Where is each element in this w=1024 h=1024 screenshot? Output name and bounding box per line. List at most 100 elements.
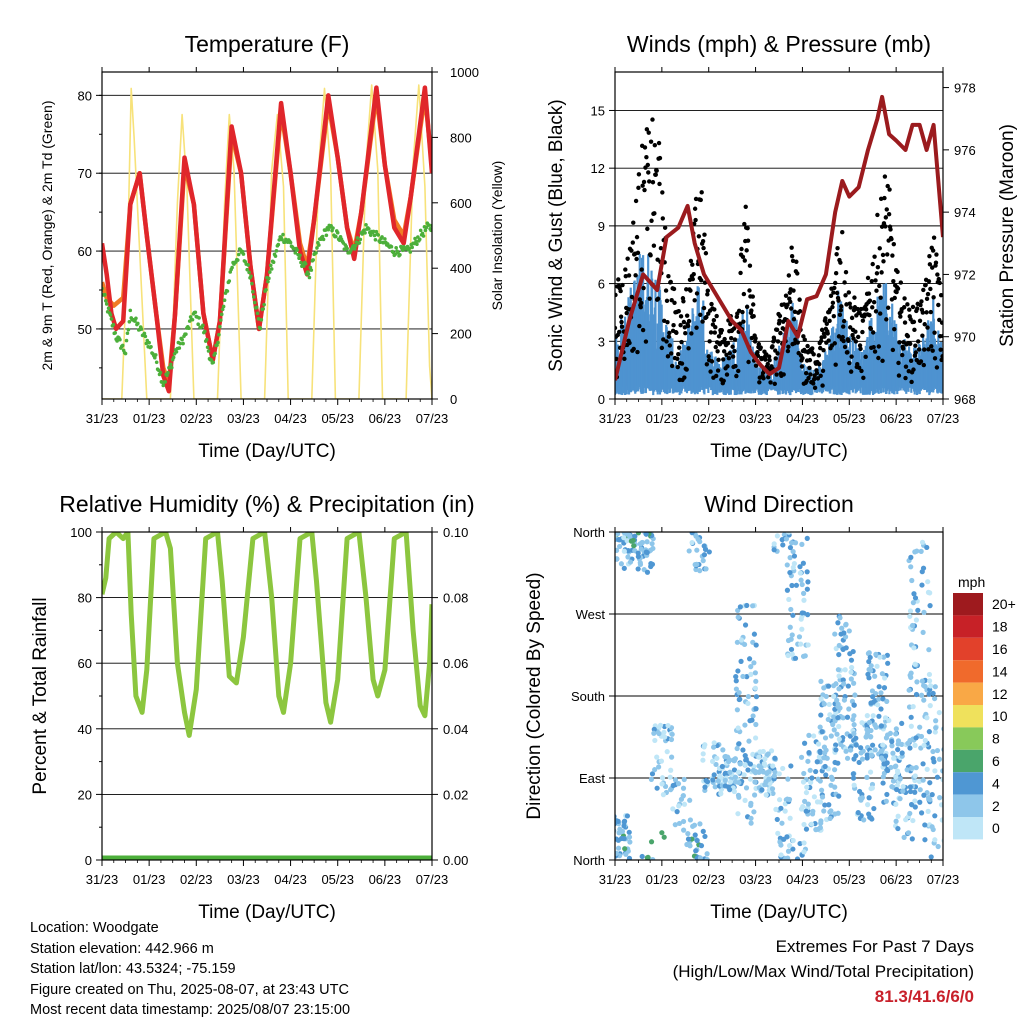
direction-point [658,758,665,764]
direction-point [784,587,791,593]
gust-point [890,253,895,258]
direction-point [821,701,827,707]
x-tick-label: 03/23 [227,411,260,426]
dewpoint-marker [273,254,278,258]
direction-point [917,724,923,730]
dewpoint-marker [184,332,188,336]
direction-point [621,535,627,541]
direction-point [744,602,750,609]
dewpoint-marker [241,252,246,256]
direction-point [918,733,925,740]
direction-point [652,737,658,744]
direction-point [644,569,651,575]
gust-point [925,325,930,330]
gust-point [732,348,737,354]
gust-point [623,273,628,279]
direction-point [735,668,741,674]
dewpoint-marker [142,331,147,336]
dewpoint-marker [171,355,176,360]
dewpoint-marker [380,235,384,239]
direction-point [864,713,870,719]
gust-point [936,302,941,308]
dewpoint-marker [427,223,431,227]
gust-point [924,296,930,302]
direction-point [910,817,916,824]
gust-point [669,351,674,356]
dewpoint-marker [360,232,365,236]
legend-label: 20+ [992,596,1016,612]
direction-point [822,750,828,756]
direction-point [660,792,667,798]
extremes-box: Extremes For Past 7 Days (High/Low/Max W… [673,934,974,1009]
dewpoint-marker [303,261,308,266]
direction-point [922,822,928,828]
gust-point [620,282,625,288]
direction-point [883,753,889,759]
plot-border [101,531,433,861]
direction-point [750,713,756,719]
x-tick-label: 04/23 [274,411,307,426]
direction-point [703,566,709,572]
direction-point [929,792,935,798]
dewpoint-marker [106,306,111,311]
gust-point [652,211,657,216]
gust-point [857,343,863,348]
gust-point [761,376,766,381]
gust-point [734,373,739,379]
gust-point [678,314,684,319]
direction-point [878,690,884,696]
gust-point [938,347,943,352]
dewpoint-marker [314,251,318,255]
gust-point [895,269,900,275]
direction-point [833,742,839,748]
dewpoint-marker [206,349,211,353]
direction-point [742,622,749,628]
extremes-values: 81.3/41.6/6/0 [874,987,974,1006]
direction-point [722,771,728,777]
gust-point [794,259,799,264]
gust-point [627,340,632,346]
legend-label: 4 [992,775,1000,791]
gust-point [742,258,747,263]
direction-point [748,815,754,821]
gust-point [931,235,937,240]
gust-point [749,308,754,313]
gust-point [797,297,802,302]
direction-point [908,564,914,570]
gust-point [709,301,714,307]
y2-tick-label: 970 [954,330,976,345]
direction-point [913,691,920,698]
gust-point [927,262,933,267]
direction-point [768,748,775,754]
gust-point [766,354,772,359]
dewpoint-marker [220,307,225,312]
dewpoint-marker [345,246,349,251]
dewpoint-marker [111,322,116,327]
gust-point [640,183,645,188]
direction-point [941,747,943,753]
gust-point [660,190,665,195]
gust-point [885,252,890,257]
dewpoint-marker [321,237,326,242]
gust-point [774,327,780,333]
direction-point [864,731,870,738]
direction-point [789,651,795,657]
direction-point [822,735,829,741]
gust-point [702,232,707,237]
direction-point [907,788,914,795]
direction-point [869,742,876,748]
direction-point [869,688,876,694]
direction-point [801,821,807,828]
direction-point [744,674,750,680]
solar-insolation-line [102,84,432,399]
direction-point [791,553,798,559]
dewpoint-marker [136,321,140,326]
gust-point [932,330,937,335]
direction-point [687,797,693,803]
dewpoint-marker [127,320,132,324]
gust-point [876,355,881,361]
gust-point [818,345,823,351]
temperature-ylabel: 2m & 9m T (Red, Orange) & 2m Td (Green) [39,101,55,371]
gust-point [719,328,725,333]
direction-point [787,624,793,630]
